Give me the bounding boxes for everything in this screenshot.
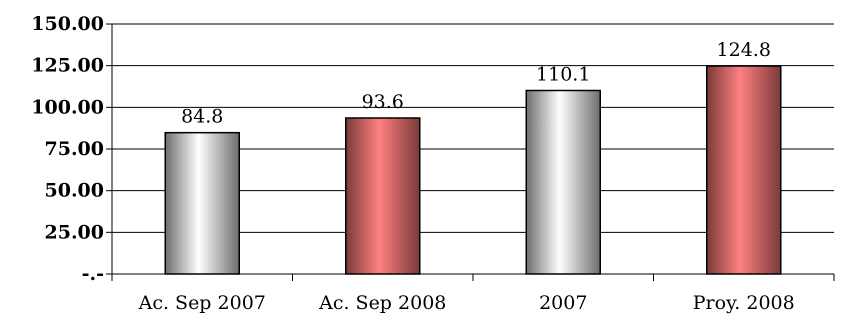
bar-4 bbox=[706, 65, 782, 275]
y-tick-label: 25.00 bbox=[45, 221, 105, 243]
category-label-1: Ac. Sep 2007 bbox=[138, 292, 266, 314]
y-tick-label: -.- bbox=[82, 263, 104, 285]
data-labels: 84.8 93.6 110.1 124.8 bbox=[181, 39, 771, 128]
bar-2 bbox=[345, 117, 421, 275]
y-tick-label: 75.00 bbox=[45, 138, 105, 160]
y-tick-label: 150.00 bbox=[31, 13, 104, 35]
bars bbox=[164, 65, 782, 275]
y-tick-label: 125.00 bbox=[31, 55, 104, 77]
data-label-2: 93.6 bbox=[362, 91, 404, 113]
data-label-3: 110.1 bbox=[536, 64, 590, 86]
y-tick-label: 100.00 bbox=[31, 96, 104, 118]
category-label-3: 2007 bbox=[539, 292, 587, 314]
bar-3 bbox=[525, 89, 601, 275]
y-axis-tick-labels: -.- 25.00 50.00 75.00 100.00 125.00 150.00 bbox=[31, 13, 104, 285]
x-axis-category-labels: Ac. Sep 2007 Ac. Sep 2008 2007 Proy. 2008 bbox=[138, 292, 795, 314]
data-label-1: 84.8 bbox=[181, 106, 223, 128]
data-label-4: 124.8 bbox=[717, 39, 771, 61]
y-tick-label: 50.00 bbox=[45, 180, 105, 202]
category-label-4: Proy. 2008 bbox=[693, 292, 795, 314]
category-label-2: Ac. Sep 2008 bbox=[318, 292, 446, 314]
bar-1 bbox=[164, 131, 240, 275]
